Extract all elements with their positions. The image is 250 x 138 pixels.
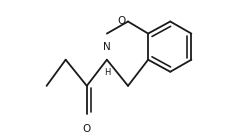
Text: H: H [104, 68, 110, 77]
Text: N: N [103, 42, 111, 52]
Text: O: O [83, 124, 91, 134]
Text: O: O [118, 17, 126, 26]
